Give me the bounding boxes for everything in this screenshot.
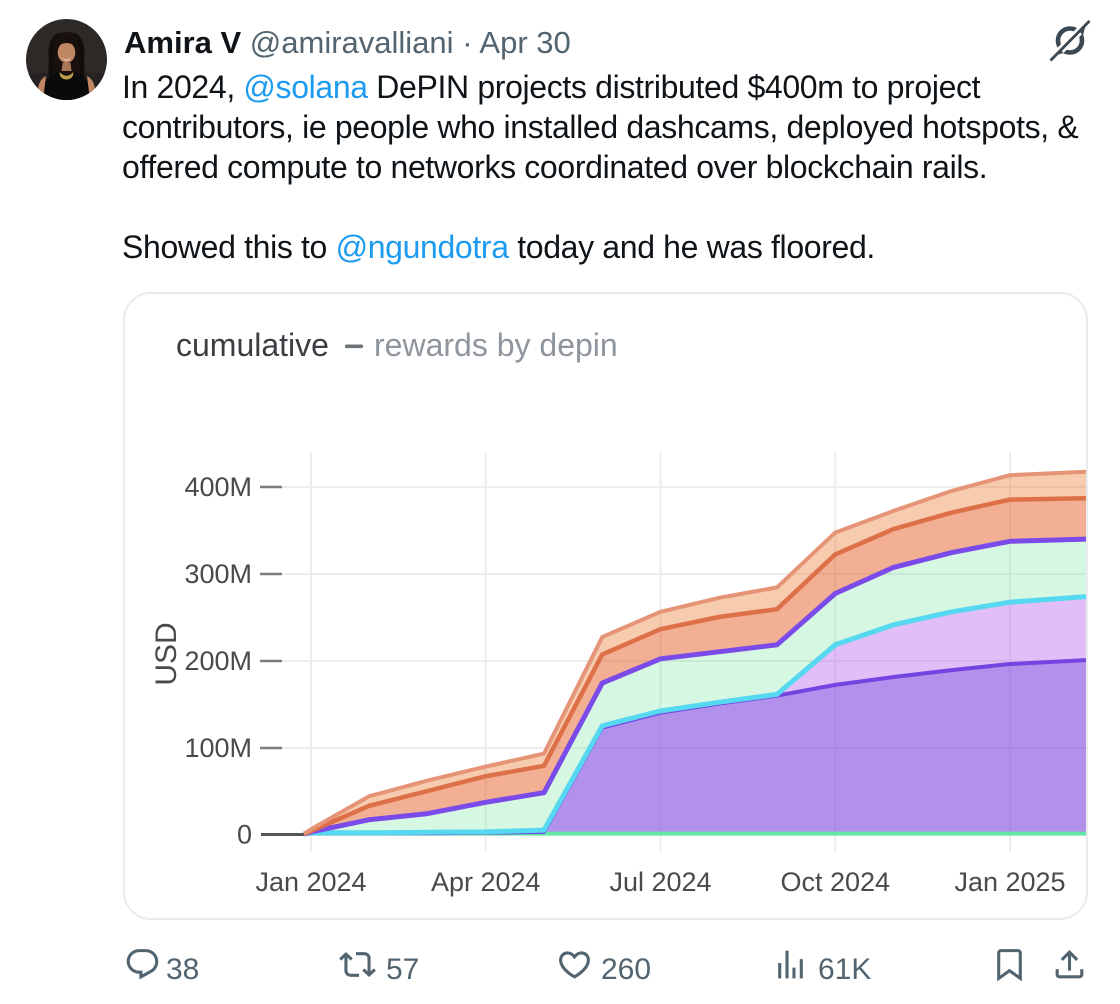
svg-text:Jan 2024: Jan 2024: [255, 867, 366, 897]
svg-text:rewards by depin: rewards by depin: [374, 327, 618, 363]
svg-text:Jan 2025: Jan 2025: [954, 867, 1065, 897]
svg-text:300M: 300M: [184, 559, 252, 589]
svg-text:400M: 400M: [184, 472, 252, 502]
svg-text:0: 0: [237, 820, 252, 850]
svg-text:USD: USD: [150, 622, 183, 685]
svg-text:200M: 200M: [184, 646, 252, 676]
svg-text:100M: 100M: [184, 733, 252, 763]
svg-text:Jul 2024: Jul 2024: [609, 867, 711, 897]
svg-text:Apr 2024: Apr 2024: [431, 867, 541, 897]
svg-text:Oct 2024: Oct 2024: [780, 867, 890, 897]
svg-text:cumulative: cumulative: [176, 327, 329, 363]
